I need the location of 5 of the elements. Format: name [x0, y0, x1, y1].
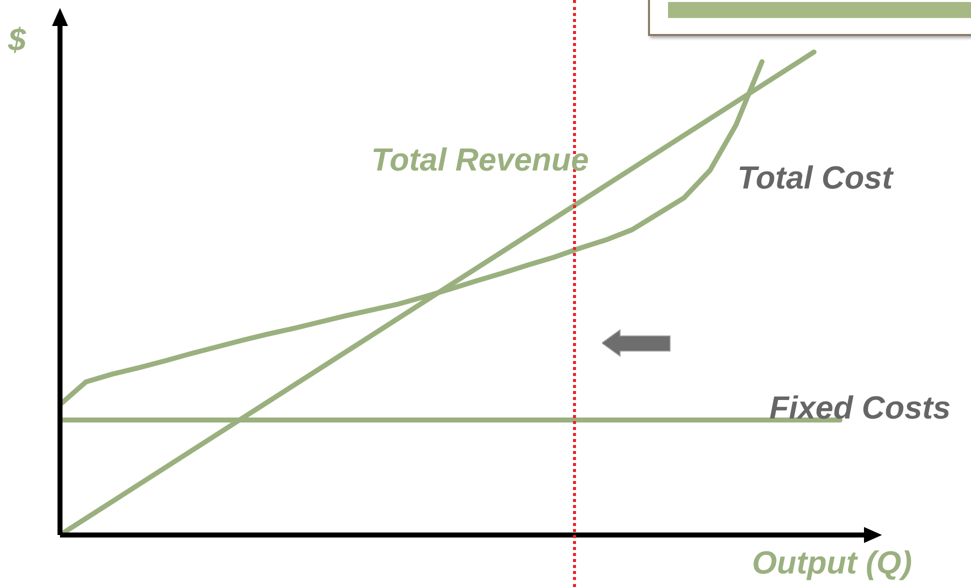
- y-axis-title: $: [8, 22, 26, 58]
- x-axis-title: Output (Q): [752, 544, 912, 582]
- series-label: Total Revenue: [371, 142, 589, 178]
- series-label: Total Cost: [737, 160, 893, 196]
- series-label: Fixed Costs: [769, 390, 951, 426]
